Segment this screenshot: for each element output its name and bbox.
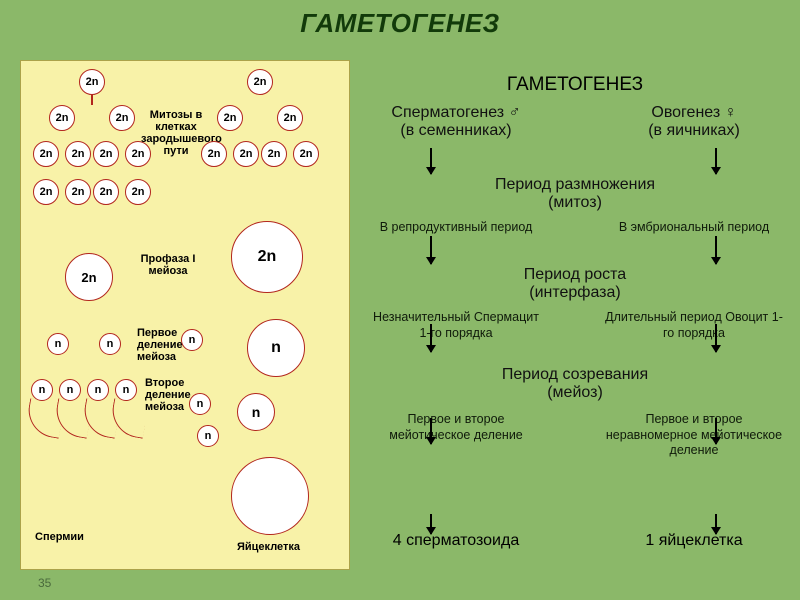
left-p3-note: Первое и второе мейотическое деление — [366, 412, 546, 443]
caption-prophase: Профаза I мейоза — [133, 253, 203, 277]
right-p3-note: Первое и второе неравномерное мейотическ… — [604, 412, 784, 459]
left-p1-note: В репродуктивный период — [366, 220, 546, 236]
cell-2n: 2n — [109, 105, 135, 131]
cell-n: n — [99, 333, 121, 355]
cell-2n-large: 2n — [231, 221, 303, 293]
cell-2n: 2n — [93, 179, 119, 205]
caption-sperm: Спермии — [35, 531, 84, 543]
cell-n-large: n — [247, 319, 305, 377]
cell-2n: 2n — [293, 141, 319, 167]
caption-div2: Второе деление мейоза — [145, 377, 225, 413]
flow-title: ГАМЕТОГЕНЕЗ — [360, 74, 790, 96]
left-result: 4 сперматозоида — [366, 532, 546, 550]
cell-n-mid: n — [237, 393, 275, 431]
right-col-heading: Овогенез ♀ — [604, 104, 784, 122]
cell-n: n — [59, 379, 81, 401]
cell-2n: 2n — [217, 105, 243, 131]
polar-body: n — [197, 425, 219, 447]
page-number: 35 — [38, 576, 51, 590]
cell-2n: 2n — [247, 69, 273, 95]
cell-2n: 2n — [49, 105, 75, 131]
cell-2n: 2n — [125, 141, 151, 167]
right-col-sub: (в яичниках) — [604, 122, 784, 140]
cell-2n: 2n — [93, 141, 119, 167]
period3-sub: (мейоз) — [547, 384, 603, 401]
cell-2n: 2n — [65, 179, 91, 205]
cell-n: n — [47, 333, 69, 355]
cell-2n: 2n — [33, 179, 59, 205]
left-p2-note: Незначительный Спермацит 1-го порядка — [366, 310, 546, 341]
cell-2n: 2n — [65, 141, 91, 167]
period2-sub: (интерфаза) — [529, 284, 621, 301]
polar-body: n — [189, 393, 211, 415]
left-col-sub: (в семенниках) — [366, 122, 546, 140]
cell-2n: 2n — [33, 141, 59, 167]
cell-2n: 2n — [79, 69, 105, 95]
left-col-heading: Сперматогенез ♂ — [366, 104, 546, 122]
egg-cell — [231, 457, 309, 535]
right-p2-note: Длительный период Овоцит 1-го порядка — [604, 310, 784, 341]
gametogenesis-diagram: Митозы в клетках зародышевого пути Профа… — [20, 60, 350, 570]
right-p1-note: В эмбриональный период — [604, 220, 784, 236]
cell-n: n — [115, 379, 137, 401]
right-result: 1 яйцеклетка — [604, 532, 784, 550]
period2: Период роста — [524, 266, 626, 283]
cell-n: n — [87, 379, 109, 401]
flow-arrow — [715, 324, 717, 352]
flow-arrow — [715, 148, 717, 174]
page-title: ГАМЕТОГЕНЕЗ — [0, 8, 800, 39]
flow-arrow — [715, 236, 717, 264]
flow-arrow — [430, 418, 432, 444]
period3: Период созревания — [502, 366, 648, 383]
flow-arrow — [715, 418, 717, 444]
flow-arrow — [430, 514, 432, 534]
caption-egg: Яйцеклетка — [237, 541, 300, 553]
cell-2n: 2n — [201, 141, 227, 167]
flow-arrow — [430, 324, 432, 352]
period1-sub: (митоз) — [548, 194, 602, 211]
cell-2n: 2n — [261, 141, 287, 167]
cell-n: n — [31, 379, 53, 401]
caption-div1: Первое деление мейоза — [137, 327, 223, 363]
cell-2n-big: 2n — [65, 253, 113, 301]
cell-2n: 2n — [125, 179, 151, 205]
cell-2n: 2n — [277, 105, 303, 131]
cell-2n: 2n — [233, 141, 259, 167]
flow-arrow — [430, 236, 432, 264]
flow-arrow — [715, 514, 717, 534]
comparison-flowchart: ГАМЕТОГЕНЕЗ Сперматогенез ♂ (в семенника… — [360, 60, 790, 580]
flow-arrow — [430, 148, 432, 174]
period1: Период размножения — [495, 176, 655, 193]
polar-body: n — [181, 329, 203, 351]
